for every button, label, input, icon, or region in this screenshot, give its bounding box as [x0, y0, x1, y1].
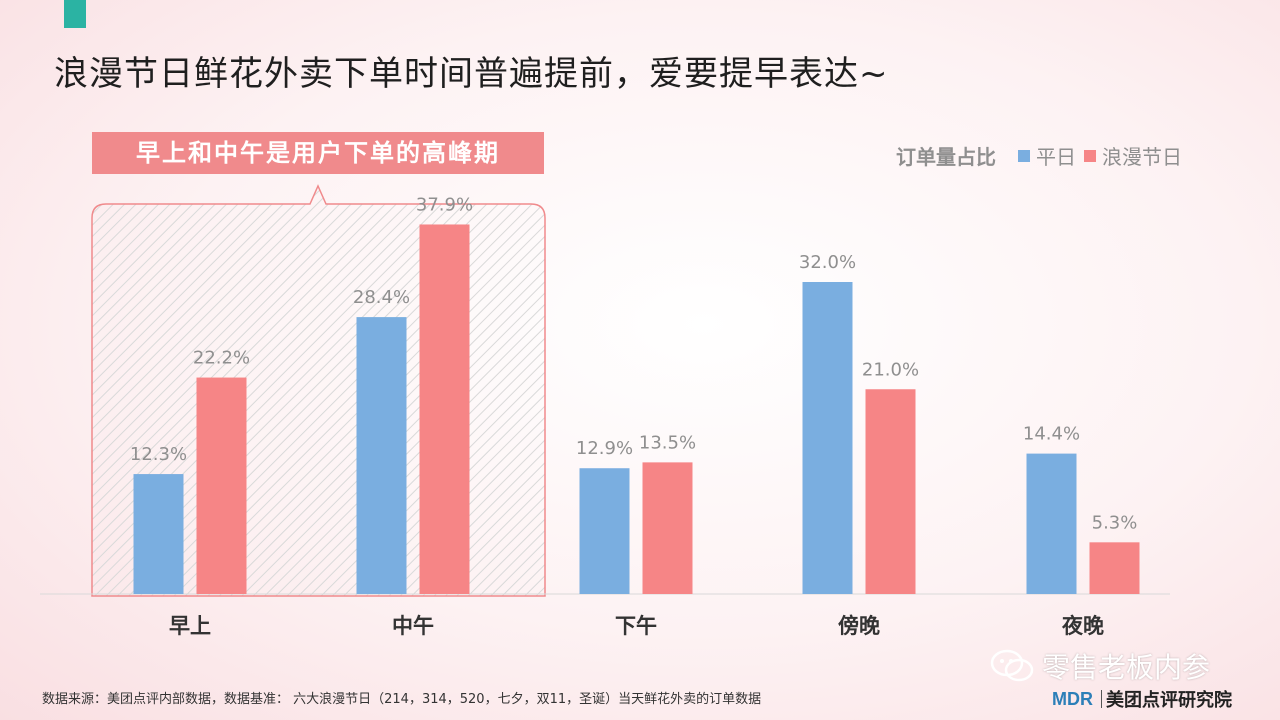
data-label-weekday-1: 28.4%	[353, 287, 410, 308]
brand-name: 美团点评研究院	[1106, 690, 1232, 711]
legend-item-festival: 浪漫节日	[1084, 141, 1182, 170]
brand-mark: MDR	[1052, 688, 1093, 709]
bar-festival-1	[419, 224, 470, 594]
data-label-festival-3: 21.0%	[862, 359, 919, 380]
data-label-weekday-2: 12.9%	[576, 438, 633, 459]
legend-label-weekday: 平日	[1036, 145, 1076, 169]
data-label-festival-1: 37.9%	[416, 194, 473, 215]
bar-festival-3	[865, 389, 916, 594]
x-tick-label-1: 中午	[392, 614, 434, 638]
page-title: 浪漫节日鲜花外卖下单时间普遍提前，爱要提早表达~	[54, 54, 889, 94]
bar-weekday-3	[802, 282, 853, 594]
chart-legend: 订单量占比 平日 浪漫节日	[896, 141, 1182, 170]
legend-item-weekday: 平日	[1018, 141, 1076, 170]
wechat-watermark: 零售老板内参	[990, 646, 1210, 686]
wechat-icon	[990, 649, 1034, 682]
data-label-festival-0: 22.2%	[193, 348, 250, 369]
bar-weekday-0	[133, 474, 184, 594]
legend-label-festival: 浪漫节日	[1102, 145, 1182, 169]
data-label-weekday-0: 12.3%	[130, 444, 187, 465]
brand-divider	[1101, 690, 1102, 708]
x-tick-label-4: 夜晚	[1061, 614, 1104, 638]
title-accent-bar	[64, 0, 86, 28]
x-tick-label-2: 下午	[615, 614, 657, 638]
legend-title: 订单量占比	[896, 145, 996, 169]
bar-festival-2	[642, 462, 693, 594]
bar-festival-4	[1089, 542, 1140, 594]
legend-swatch-festival	[1084, 149, 1096, 162]
x-tick-label-3: 傍晚	[838, 614, 880, 638]
x-tick-label-0: 早上	[169, 614, 211, 638]
source-footnote: 数据来源：美团点评内部数据，数据基准： 六大浪漫节日（214，314，520，七…	[42, 692, 762, 707]
brand-logo: MDR 美团点评研究院	[1052, 686, 1232, 712]
bar-weekday-1	[356, 317, 407, 594]
bar-weekday-4	[1026, 453, 1077, 594]
highlight-banner: 早上和中午是用户下单的高峰期	[92, 132, 544, 174]
watermark-text: 零售老板内参	[1042, 651, 1211, 684]
bar-festival-0	[196, 377, 247, 594]
data-label-weekday-4: 14.4%	[1023, 424, 1080, 445]
legend-swatch-weekday	[1018, 149, 1030, 162]
data-label-festival-2: 13.5%	[639, 432, 696, 453]
data-label-festival-4: 5.3%	[1092, 512, 1138, 533]
data-label-weekday-3: 32.0%	[799, 252, 856, 273]
bar-weekday-2	[579, 468, 630, 594]
